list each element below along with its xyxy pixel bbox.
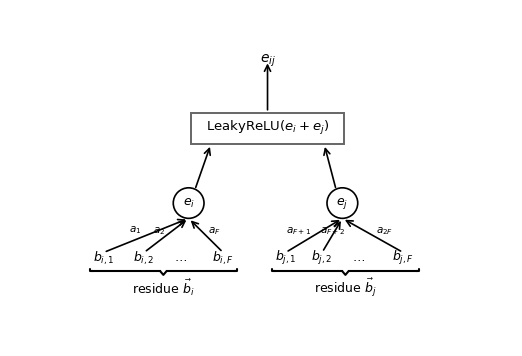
Text: $a_{2F}$: $a_{2F}$ (376, 225, 394, 237)
Text: residue $\vec{b}_i$: residue $\vec{b}_i$ (132, 278, 195, 298)
Text: $b_{i,1}$: $b_{i,1}$ (93, 249, 114, 267)
Text: $b_{i,2}$: $b_{i,2}$ (134, 249, 155, 267)
Text: $b_{j,1}$: $b_{j,1}$ (275, 249, 296, 267)
Text: $a_{F+1}$: $a_{F+1}$ (286, 225, 312, 237)
Text: $b_{j,2}$: $b_{j,2}$ (312, 249, 333, 267)
Text: LeakyReLU($e_i + e_j$): LeakyReLU($e_i + e_j$) (206, 119, 329, 137)
FancyBboxPatch shape (191, 112, 345, 144)
Text: $a_{F+2}$: $a_{F+2}$ (319, 225, 345, 237)
Ellipse shape (327, 188, 358, 218)
Text: $\ldots$: $\ldots$ (174, 251, 187, 265)
Text: $a_2$: $a_2$ (153, 225, 165, 237)
Text: $e_{ij}$: $e_{ij}$ (259, 52, 276, 69)
Text: residue $\vec{b}_j$: residue $\vec{b}_j$ (314, 277, 377, 299)
Ellipse shape (173, 188, 204, 218)
Text: $a_1$: $a_1$ (128, 225, 141, 236)
Text: $b_{i,F}$: $b_{i,F}$ (212, 249, 234, 267)
Text: $e_i$: $e_i$ (183, 197, 195, 210)
Text: $b_{j,F}$: $b_{j,F}$ (392, 249, 414, 267)
Text: $a_F$: $a_F$ (208, 225, 221, 237)
Text: $\ldots$: $\ldots$ (352, 251, 365, 265)
Text: $e_j$: $e_j$ (336, 195, 348, 211)
